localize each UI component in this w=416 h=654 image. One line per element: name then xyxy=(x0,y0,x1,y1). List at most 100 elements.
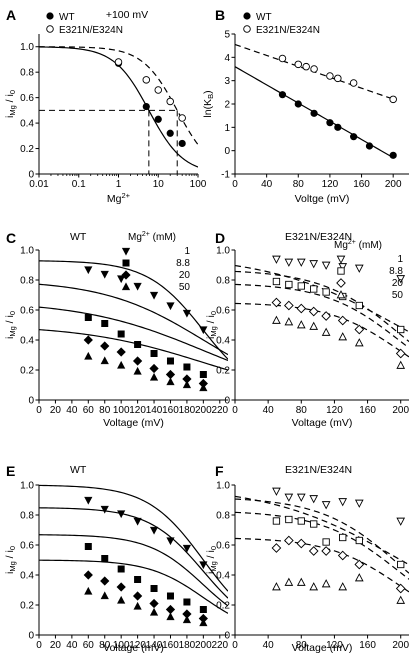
y-tick-label: 0 xyxy=(28,170,34,181)
data-point xyxy=(337,315,348,326)
x-tick-label: 140 xyxy=(146,405,163,416)
x-tick-label: 0 xyxy=(36,405,42,416)
data-point xyxy=(199,383,208,392)
legend-label: 1 xyxy=(397,254,403,265)
data-point xyxy=(284,493,294,502)
panel-a: A +100 mV 0.01 0.1 1 10 100 0 0.2 0.4 0.6 0.8 1.0 Mg2… xyxy=(4,7,207,205)
data-point xyxy=(272,487,281,496)
fit-curve xyxy=(235,264,409,333)
data-point xyxy=(354,264,364,273)
x-tick-label: 100 xyxy=(190,179,207,190)
data-point xyxy=(116,347,126,357)
data-point xyxy=(150,349,158,358)
data-point xyxy=(142,102,150,111)
y-tick-label: 0.4 xyxy=(20,119,34,130)
y-tick-label: 0 xyxy=(224,396,230,407)
y-tick-label: 0 xyxy=(224,146,230,157)
data-point xyxy=(199,605,207,614)
x-tick-label: 120 xyxy=(129,640,146,651)
data-point xyxy=(149,607,159,616)
x-tick-label: 200 xyxy=(392,405,409,416)
data-point xyxy=(272,255,281,264)
data-point xyxy=(396,595,406,604)
data-point xyxy=(310,65,318,73)
legend-label: 8.8 xyxy=(389,266,403,277)
data-point xyxy=(322,538,330,546)
y-tick-label: 0.8 xyxy=(20,276,34,287)
data-point xyxy=(183,363,191,371)
x-tick-label: 100 xyxy=(113,640,130,651)
data-point xyxy=(199,326,208,335)
y-tick-label: 0.2 xyxy=(20,601,34,612)
x-tick-label: 0 xyxy=(36,640,42,651)
y-axis-label: iMg / i0 xyxy=(205,546,218,574)
data-point xyxy=(133,517,142,526)
legend-label: 8.8 xyxy=(176,258,190,269)
fit-curve xyxy=(235,283,409,349)
panel-title: +100 mV xyxy=(106,9,148,21)
data-point xyxy=(338,498,348,507)
data-point xyxy=(83,570,93,580)
data-point xyxy=(395,348,406,359)
panel-label: E xyxy=(6,463,15,479)
x-tick-label: 40 xyxy=(263,405,275,416)
x-tick-label: 80 xyxy=(99,405,111,416)
data-point xyxy=(397,560,405,569)
fit-curve xyxy=(39,559,228,614)
legend-marker xyxy=(243,12,251,20)
x-tick-label: 160 xyxy=(353,179,370,190)
x-tick-label: 100 xyxy=(113,405,130,416)
y-axis-label: iMg / i0 xyxy=(205,311,218,339)
data-point xyxy=(334,123,342,131)
x-tick-label: 40 xyxy=(263,640,275,651)
data-point xyxy=(101,554,109,563)
data-point xyxy=(149,291,159,300)
data-point xyxy=(309,582,319,591)
y-tick-label: 0 xyxy=(28,396,34,407)
panel-title: E321N/E324N xyxy=(285,231,352,243)
panel-c: C WT0 20 40 60 80 100 120 140 160 180 200 22000.20.4… xyxy=(4,230,229,429)
panel-label: F xyxy=(215,463,224,479)
data-point xyxy=(116,582,126,592)
data-point xyxy=(284,258,294,267)
x-axis-label: Voltage (mV) xyxy=(103,417,164,429)
x-tick-label: 0.1 xyxy=(72,179,86,190)
legend-marker xyxy=(121,282,131,291)
y-tick-label: -1 xyxy=(221,170,230,181)
data-point xyxy=(142,76,151,84)
x-tick-label: 60 xyxy=(83,640,95,651)
data-point xyxy=(199,561,208,570)
panel-e: E WT0 20 40 60 80 100 120 140 160 180 200 22000.20.4… xyxy=(4,463,229,654)
data-point xyxy=(199,370,207,379)
legend-label: E321N/E324N xyxy=(59,25,123,36)
data-point xyxy=(309,260,319,269)
y-axis-label: iMg / i0 xyxy=(4,90,17,118)
data-point xyxy=(166,129,174,137)
legend-label: 50 xyxy=(392,290,404,301)
data-point xyxy=(182,544,192,553)
fit-curve xyxy=(235,511,409,580)
y-tick-label: 0.6 xyxy=(216,306,230,317)
x-tick-label: 200 xyxy=(385,179,402,190)
y-tick-label: 0.8 xyxy=(216,511,230,522)
panel-label: D xyxy=(215,230,225,246)
y-tick-label: 4 xyxy=(224,53,230,64)
data-point xyxy=(296,493,306,502)
data-point xyxy=(278,91,287,99)
y-tick-label: 5 xyxy=(224,30,230,41)
x-tick-label: 20 xyxy=(50,640,62,651)
y-tick-label: 0.2 xyxy=(20,366,34,377)
data-point xyxy=(182,615,192,624)
y-tick-label: 1.0 xyxy=(20,42,34,53)
legend-label: 1 xyxy=(184,246,190,257)
panel-f: F E321N/E324N 0 40 80 120 160 200 0 0.2 0.4 0.6 0.8 1… xyxy=(205,463,409,654)
data-point xyxy=(296,258,306,267)
x-tick-label: 0.01 xyxy=(29,179,49,190)
y-tick-label: 0 xyxy=(224,631,230,642)
data-point xyxy=(296,303,307,314)
x-tick-label: 140 xyxy=(146,640,163,651)
data-point xyxy=(354,324,365,335)
legend-label: WT xyxy=(256,12,272,23)
fit-curve xyxy=(39,260,228,360)
